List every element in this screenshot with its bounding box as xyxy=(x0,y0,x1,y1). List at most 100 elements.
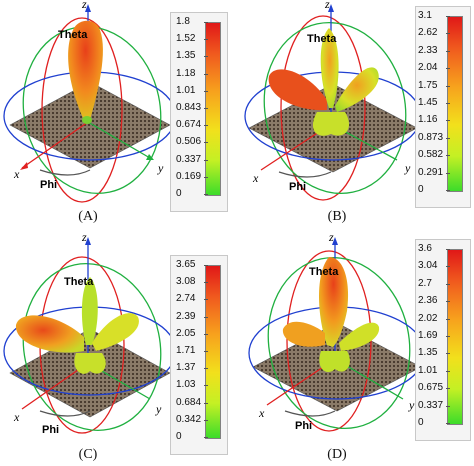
colorbar-tick-label: 0.291 xyxy=(418,166,444,178)
colorbar-tick-mark xyxy=(204,176,208,178)
lower-lobes xyxy=(74,353,106,374)
colorbar-tick-label: 0.843 xyxy=(176,102,202,113)
y-label: y xyxy=(408,398,415,412)
colorbar-tick-mark xyxy=(446,68,450,70)
colorbar-tick-mark xyxy=(204,159,208,161)
colorbar-tick-mark xyxy=(204,125,208,127)
ring-green xyxy=(263,21,407,195)
phi-label: Phi xyxy=(40,179,57,191)
colorbar-tick-mark xyxy=(446,33,450,35)
colorbar-tick-label: 3.04 xyxy=(418,260,438,272)
x-axis xyxy=(21,121,89,169)
ring-green xyxy=(22,262,162,432)
colorbar-tick-label: 1.8 xyxy=(176,16,190,27)
colorbar-tick-mark xyxy=(446,155,450,157)
z-arrow-icon xyxy=(85,4,91,12)
y-label: y xyxy=(404,161,411,175)
colorbar-tick-mark xyxy=(446,388,450,390)
phi-label: Phi xyxy=(295,420,312,432)
colorbar-tick-mark xyxy=(446,266,450,268)
caption-b: (B) xyxy=(327,209,347,224)
y-axis xyxy=(87,121,151,159)
colorbar-tick-mark xyxy=(204,299,208,301)
colorbar-tick-label: 1.69 xyxy=(418,330,438,341)
colorbar-tick-label: 2.7 xyxy=(418,277,432,289)
lower-lobes xyxy=(312,112,350,136)
colorbar-tick-label: 3.08 xyxy=(176,276,196,288)
y-label: y xyxy=(155,402,162,416)
colorbar-tick-label: 0.169 xyxy=(176,170,202,182)
colorbar-tick-label: 0.506 xyxy=(176,136,202,148)
colorbar-tick-label: 1.37 xyxy=(176,362,196,374)
theta-label: Theta xyxy=(64,276,94,288)
colorbar-a xyxy=(205,22,221,196)
colorbar-tick-mark xyxy=(204,56,208,58)
top-lobe xyxy=(81,277,98,345)
colorbar-tick-mark xyxy=(204,73,208,75)
z-label: z xyxy=(324,0,330,11)
panel-c: z x y Theta Phi (C) 3.65 3.08 2.74 2.39 2.05… xyxy=(0,233,237,466)
left-lobe xyxy=(268,69,327,111)
colorbar-tick-mark xyxy=(446,353,450,355)
colorbar-tick-label: 1.35 xyxy=(176,50,196,62)
colorbar-tick-label: 1.35 xyxy=(418,347,438,359)
left-lobe xyxy=(15,315,84,353)
phi-arc xyxy=(39,169,91,176)
colorbar-tick-label: 1.75 xyxy=(418,79,438,91)
z-arrow-icon xyxy=(328,4,334,12)
colorbar-tick-label: 2.04 xyxy=(418,62,438,74)
colorbar-tick-label: 1.01 xyxy=(176,84,196,96)
z-label: z xyxy=(328,233,334,244)
colorbar-tick-mark xyxy=(204,368,208,370)
ring-red xyxy=(280,15,366,201)
colorbar-tick-mark xyxy=(446,283,450,285)
colorbar-tick-mark xyxy=(446,405,450,407)
colorbar-tick-mark xyxy=(204,108,208,109)
colorbar-tick-label: 2.05 xyxy=(176,327,196,339)
main-lobe xyxy=(319,257,349,347)
colorbar-tick-mark xyxy=(204,265,208,266)
colorbar-tick-label: 0.684 xyxy=(176,396,202,408)
colorbar-tick-label: 2.36 xyxy=(418,295,438,307)
colorbar-tick-mark xyxy=(204,419,208,421)
colorbar-tick-label: 2.62 xyxy=(418,27,438,39)
colorbar-b xyxy=(447,16,463,192)
theta-label: Theta xyxy=(58,29,88,41)
radiation-pattern-b: z x y Theta Phi xyxy=(244,0,422,201)
colorbar-tick-label: 2.02 xyxy=(418,312,438,324)
panel-a: z x y Theta Phi (A) 1.8 1.52 1.35 1.18 1.01 0… xyxy=(0,0,237,233)
colorbar-tick-label: 0 xyxy=(176,431,182,442)
panel-b: z x y Theta Phi (B) 3.1 2.62 2.33 2.04 1.75 1… xyxy=(237,0,474,233)
x-arrow-icon xyxy=(20,162,28,170)
z-arrow-icon xyxy=(85,237,91,245)
colorbar-tick-mark xyxy=(204,90,208,92)
phi-label: Phi xyxy=(289,181,306,193)
x-axis xyxy=(21,362,89,410)
right-lobe xyxy=(339,322,380,351)
radiation-pattern-c: z x y Theta Phi xyxy=(3,233,177,436)
colorbar-tick-mark xyxy=(204,194,208,195)
colorbar-tick-mark xyxy=(446,120,450,122)
colorbar-tick-mark xyxy=(446,423,450,424)
colorbar-tick-label: 0.337 xyxy=(176,153,202,165)
phi-arc xyxy=(284,410,336,417)
colorbar-tick-label: 1.03 xyxy=(176,379,196,391)
top-lobe xyxy=(320,28,339,108)
colorbar-tick-mark xyxy=(446,370,450,372)
colorbar-tick-label: 1.16 xyxy=(418,114,438,126)
colorbar-tick-label: 2.74 xyxy=(176,293,196,305)
x-label: x xyxy=(252,171,259,185)
colorbar-tick-label: 1.18 xyxy=(176,67,196,79)
colorbar-tick-mark xyxy=(446,85,450,87)
colorbar-tick-mark xyxy=(204,39,208,41)
phi-arc xyxy=(278,171,332,178)
colorbar-tick-label: 0.674 xyxy=(176,119,202,131)
colorbar-tick-label: 0.582 xyxy=(418,149,444,161)
colorbar-tick-label: 0 xyxy=(418,417,424,428)
colorbar-tick-label: 3.65 xyxy=(176,259,196,270)
x-label: x xyxy=(13,410,20,424)
main-lobe xyxy=(68,20,103,120)
colorbar-tick-mark xyxy=(446,336,450,337)
colorbar-tick-mark xyxy=(204,437,208,438)
y-arrow-icon xyxy=(146,154,154,160)
